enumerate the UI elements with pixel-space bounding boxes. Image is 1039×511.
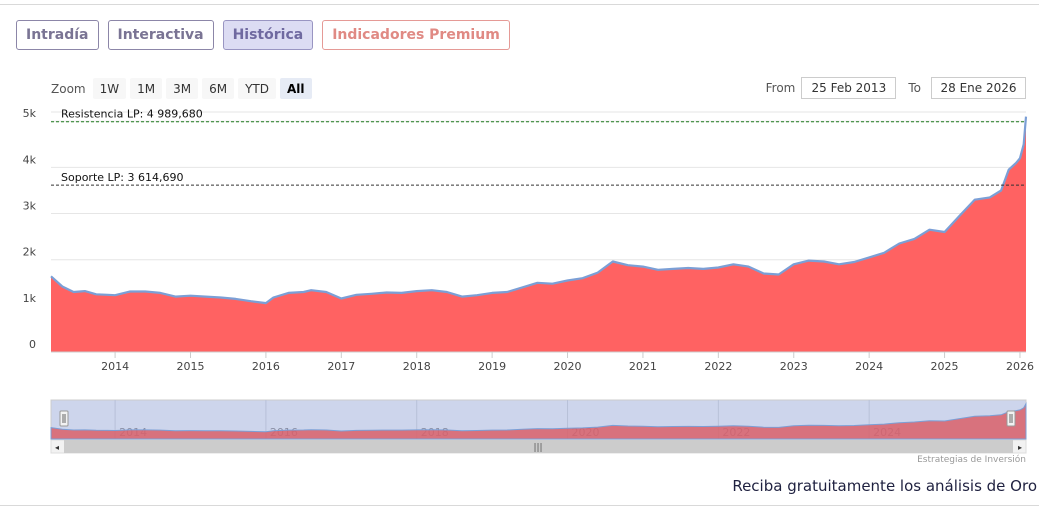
x-tick-label: 2014 xyxy=(101,360,129,373)
price-area-series xyxy=(50,116,1028,352)
y-axis-labels: 0 1k 2k 3k 4k 5k xyxy=(23,107,37,351)
navigator-right-handle xyxy=(1006,410,1016,427)
x-tick-label: 2022 xyxy=(704,360,732,373)
chart-credits[interactable]: Estrategias de Inversión xyxy=(917,455,1026,465)
x-tick-label: 2026 xyxy=(1006,360,1034,373)
y-tick-label: 3k xyxy=(23,200,37,213)
navigator-series xyxy=(50,401,1027,440)
range-from-input[interactable] xyxy=(801,77,897,99)
zoom-1w-button[interactable]: 1W xyxy=(92,78,127,99)
y-tick-label: 4k xyxy=(23,153,37,166)
x-tick-label: 2025 xyxy=(931,360,959,373)
range-from-label: From xyxy=(765,81,796,95)
tab-intradia[interactable]: Intradía xyxy=(16,20,99,50)
footer-cta-text[interactable]: Reciba gratuitamente los análisis de Oro xyxy=(732,477,1037,495)
range-to-label: To xyxy=(908,81,921,95)
x-tick-label: 2015 xyxy=(177,360,205,373)
zoom-all-button[interactable]: All xyxy=(280,78,312,99)
y-tick-label: 0 xyxy=(29,338,36,351)
series-area-fill xyxy=(51,116,1026,352)
navigator[interactable]: 201420162018202020222024 xyxy=(50,399,1027,440)
y-tick-label: 5k xyxy=(23,107,37,120)
chart-type-tabs: Intradía Interactiva Histórica Indicador… xyxy=(16,20,510,50)
scroll-right-arrow-icon: ▸ xyxy=(1018,443,1022,452)
scroll-left-arrow-icon: ◂ xyxy=(55,443,59,452)
zoom-selector: Zoom 1W 1M 3M 6M YTD All xyxy=(51,78,312,99)
scrollbar-thumb xyxy=(64,440,1013,453)
zoom-label: Zoom xyxy=(51,81,86,96)
navigator-left-handle xyxy=(59,410,69,427)
top-divider xyxy=(0,4,1039,5)
x-tick-label: 2019 xyxy=(478,360,506,373)
x-axis: 2014 2015 2016 2017 2018 2019 2020 2021 2022 2023… xyxy=(51,351,1034,373)
x-tick-label: 2017 xyxy=(327,360,355,373)
x-tick-label: 2016 xyxy=(252,360,280,373)
x-tick-label: 2023 xyxy=(780,360,808,373)
series-line xyxy=(50,116,1028,305)
zoom-1m-button[interactable]: 1M xyxy=(130,78,163,99)
tab-interactiva[interactable]: Interactiva xyxy=(107,20,214,50)
range-to-input[interactable] xyxy=(931,77,1026,99)
resistance-label: Resistencia LP: 4 989,680 xyxy=(61,108,203,121)
x-tick-label: 2021 xyxy=(629,360,657,373)
annotation-lines: Resistencia LP: 4 989,680 Soporte LP: 3 6… xyxy=(51,108,1026,186)
zoom-3m-button[interactable]: 3M xyxy=(166,78,199,99)
scrollbar-grip-icon: ||| xyxy=(533,443,542,453)
bottom-divider xyxy=(0,505,1039,506)
tab-historica[interactable]: Histórica xyxy=(222,20,314,50)
x-tick-label: 2018 xyxy=(403,360,431,373)
zoom-ytd-button[interactable]: YTD xyxy=(238,78,276,99)
navigator-scrollbar[interactable]: ||| ◂ ▸ xyxy=(50,439,1027,454)
y-tick-label: 2k xyxy=(23,246,37,259)
date-range-selector: From To xyxy=(766,77,1026,99)
support-label: Soporte LP: 3 614,690 xyxy=(61,171,183,184)
zoom-6m-button[interactable]: 6M xyxy=(202,78,235,99)
y-tick-label: 1k xyxy=(23,292,37,305)
x-tick-label: 2020 xyxy=(554,360,582,373)
price-history-chart: 0 1k 2k 3k 4k 5k Resistencia LP: 4 989,680 Sop… xyxy=(23,107,1034,454)
tab-indicadores-premium[interactable]: Indicadores Premium xyxy=(322,20,510,50)
x-tick-label: 2024 xyxy=(855,360,883,373)
